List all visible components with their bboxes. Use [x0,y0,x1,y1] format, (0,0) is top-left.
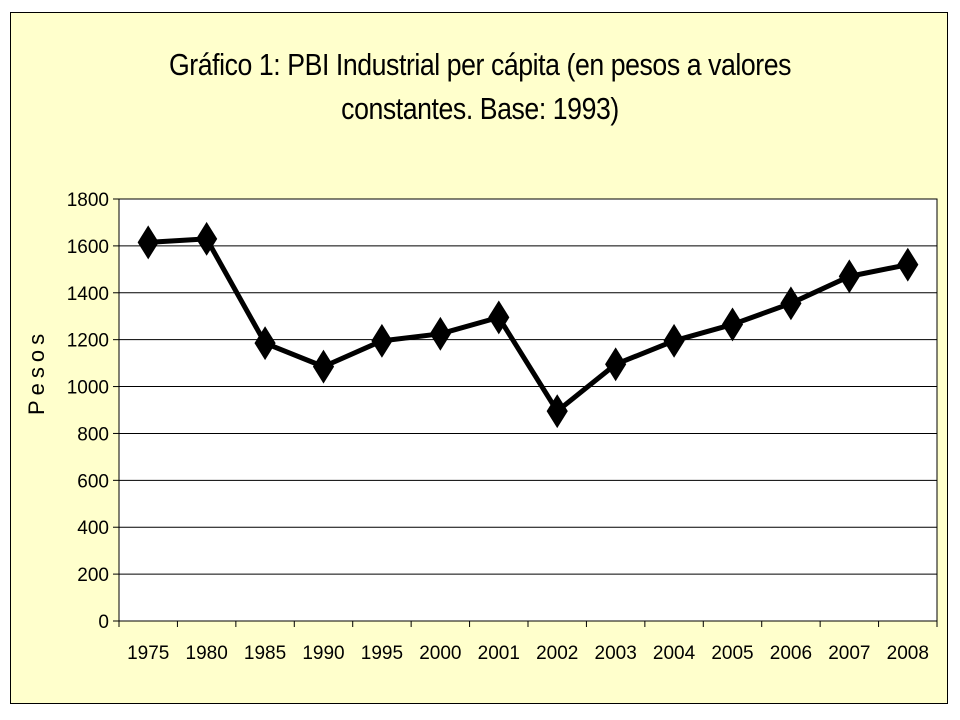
y-tick-label: 1200 [67,331,109,352]
x-tick-label: 2005 [711,643,753,664]
line-chart: 0 200 400 600 800 1000 1200 1400 1600 1800 1975 198… [67,190,938,664]
data-point-marker [546,394,568,429]
x-tick-label: 2008 [887,643,929,664]
x-tick-label: 2002 [536,643,578,664]
data-point-marker [488,300,510,335]
x-tick-label: 2003 [595,643,637,664]
y-tick-label: 0 [98,612,109,633]
x-tick-label: 2006 [770,643,812,664]
y-tick-label: 1800 [67,190,109,211]
series-line [148,236,909,414]
x-tick-label: 2001 [478,643,520,664]
y-tick-label: 800 [77,424,109,445]
data-point-marker [196,221,218,256]
x-tick-label: 2007 [828,643,870,664]
data-point-marker [429,316,451,351]
y-tick-label: 1400 [67,284,109,305]
data-point-marker [663,323,685,358]
y-tick-label: 600 [77,471,109,492]
chart-title-line-1: Gráfico 1: PBI Industrial per cápita (en… [168,47,791,82]
chart-title-line-2: constantes. Base: 1993) [341,91,619,126]
x-tick-label: 1980 [186,643,228,664]
data-point-marker [721,307,744,342]
data-point-marker [897,247,919,282]
y-tick-label: 1000 [67,378,109,399]
data-point-marker [312,349,335,384]
x-tick-label: 1990 [302,643,344,664]
x-tick-label: 1975 [127,643,169,664]
data-point-marker [605,347,627,382]
x-tick-label: 1995 [361,643,403,664]
y-tick-label: 200 [77,565,109,586]
plot-area [118,198,938,622]
data-point-marker [780,286,802,321]
x-tick-label: 1985 [244,643,286,664]
data-point-marker [838,259,860,294]
data-point-marker [371,323,393,358]
y-tick-label: 400 [77,518,109,539]
chart-frame: Gráfico 1: PBI Industrial per cápita (en… [10,12,948,704]
data-point-marker [137,225,159,260]
data-point-marker [254,326,276,361]
x-tick-label: 2004 [653,643,696,664]
x-tick-label: 2000 [419,643,461,664]
y-tick-label: 1600 [67,237,109,258]
